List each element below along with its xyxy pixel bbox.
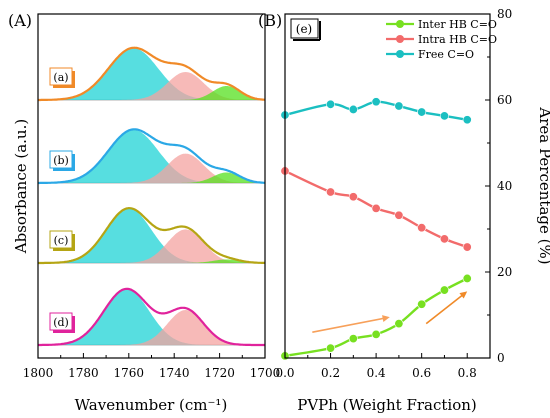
series-3 <box>280 97 472 125</box>
x-tick-label: 1780 <box>68 366 99 380</box>
series-2 <box>280 166 472 252</box>
spectrum-label-box: (b) <box>49 150 75 171</box>
inter-band-peak <box>38 259 265 263</box>
data-point <box>371 203 381 213</box>
legend-label: Inter HB C=O <box>418 18 497 31</box>
spectrum-envelope <box>38 46 265 102</box>
panel-b-label: (B) <box>258 11 282 30</box>
spectrum-4: (d) <box>38 287 265 347</box>
data-point <box>394 210 404 220</box>
free-band-peak <box>38 208 265 263</box>
data-point <box>439 285 449 295</box>
spectra-panel: (a) (b) (c) (d) 1800 1780 1760 1740 1720 1700 Wa… <box>12 13 281 414</box>
area-percentage-panel: 0.0 0.2 0.4 0.6 0.8 0 20 40 60 80 PVPh (Weight F… <box>275 7 550 414</box>
data-point <box>462 273 472 283</box>
data-point <box>348 192 358 202</box>
area-x-axis-label: PVPh (Weight Fraction) <box>297 396 477 414</box>
spectra-y-axis-label: Absorbance (a.u.) <box>12 119 30 254</box>
data-point <box>417 299 427 309</box>
data-point <box>394 319 404 329</box>
x-tick-label: 1760 <box>114 366 145 380</box>
intra-band-peak <box>38 153 265 183</box>
y-tick-label: 0 <box>497 351 505 365</box>
legend-label: Free C=O <box>418 48 474 61</box>
data-point <box>439 111 449 121</box>
spectra-x-axis-label: Wavenumber (cm⁻¹) <box>75 396 228 414</box>
spectrum-3: (c) <box>38 206 265 265</box>
x-tick-label: 0.0 <box>275 366 294 380</box>
panel-a-label: (A) <box>8 11 32 30</box>
trend-arrow <box>312 315 390 333</box>
area-x-ticks: 0.0 0.2 0.4 0.6 0.8 <box>275 353 477 380</box>
data-point <box>326 343 336 353</box>
inset-label: (e) <box>296 22 312 36</box>
spectrum-1: (a) <box>38 46 265 102</box>
trend-arrows <box>312 291 468 333</box>
inter-band-peak <box>38 172 265 183</box>
data-point <box>326 187 336 197</box>
data-point <box>348 104 358 114</box>
area-y-ticks: 0 20 40 60 80 <box>485 7 512 365</box>
spectrum-label-box: (d) <box>49 312 75 333</box>
x-tick-label: 0.4 <box>367 366 386 380</box>
spectrum-label-box: (a) <box>49 67 75 88</box>
spectra-x-ticks: 1800 1780 1760 1740 1720 1700 <box>23 353 281 380</box>
data-point <box>326 99 336 109</box>
spectrum-label: (b) <box>53 154 69 167</box>
y-tick-label: 80 <box>497 7 512 21</box>
data-point <box>394 101 404 111</box>
series-lines <box>280 97 472 361</box>
data-point <box>371 97 381 107</box>
data-point <box>417 223 427 233</box>
legend-marker <box>396 50 404 58</box>
y-tick-label: 40 <box>497 179 512 193</box>
data-point <box>439 234 449 244</box>
free-band-peak <box>38 289 265 345</box>
x-tick-label: 0.2 <box>321 366 340 380</box>
data-point <box>462 115 472 125</box>
inset-label-box: (e) <box>290 18 321 41</box>
x-tick-label: 0.8 <box>458 366 477 380</box>
intra-band-peak <box>38 72 265 100</box>
legend-marker <box>396 20 404 28</box>
y-tick-label: 60 <box>497 93 512 107</box>
spectrum-label: (d) <box>53 316 69 329</box>
series-line <box>284 277 468 358</box>
free-band-peak <box>38 129 265 183</box>
legend-label: Intra HB C=O <box>418 33 497 46</box>
data-point <box>462 242 472 252</box>
spectrum-label: (a) <box>53 71 68 84</box>
intra-band-peak <box>38 310 265 345</box>
spectrum-envelope <box>38 206 265 265</box>
x-tick-label: 0.6 <box>412 366 431 380</box>
y-tick-label: 20 <box>497 265 512 279</box>
x-tick-label: 1800 <box>23 366 54 380</box>
legend: Inter HB C=O Intra HB C=O Free C=O <box>386 18 497 61</box>
data-point <box>371 329 381 339</box>
data-point <box>348 334 358 344</box>
x-tick-label: 1720 <box>204 366 235 380</box>
x-tick-label: 1740 <box>159 366 190 380</box>
spectrum-envelope <box>38 128 265 185</box>
spectrum-envelope <box>38 287 265 347</box>
x-tick-label: 1700 <box>250 366 281 380</box>
data-point <box>417 107 427 117</box>
spectrum-label-box: (c) <box>49 230 75 251</box>
trend-arrow <box>425 291 468 325</box>
series-1 <box>280 273 472 361</box>
legend-marker <box>396 35 404 43</box>
area-y-axis-label: Area Percentage (%) <box>536 106 550 264</box>
free-band-peak <box>38 48 265 100</box>
intra-band-peak <box>38 229 265 263</box>
inter-band-peak <box>38 86 265 100</box>
spectra-plot-area: (a) (b) (c) (d) <box>38 46 265 347</box>
spectrum-2: (b) <box>38 128 265 185</box>
spectrum-label: (c) <box>54 234 69 247</box>
